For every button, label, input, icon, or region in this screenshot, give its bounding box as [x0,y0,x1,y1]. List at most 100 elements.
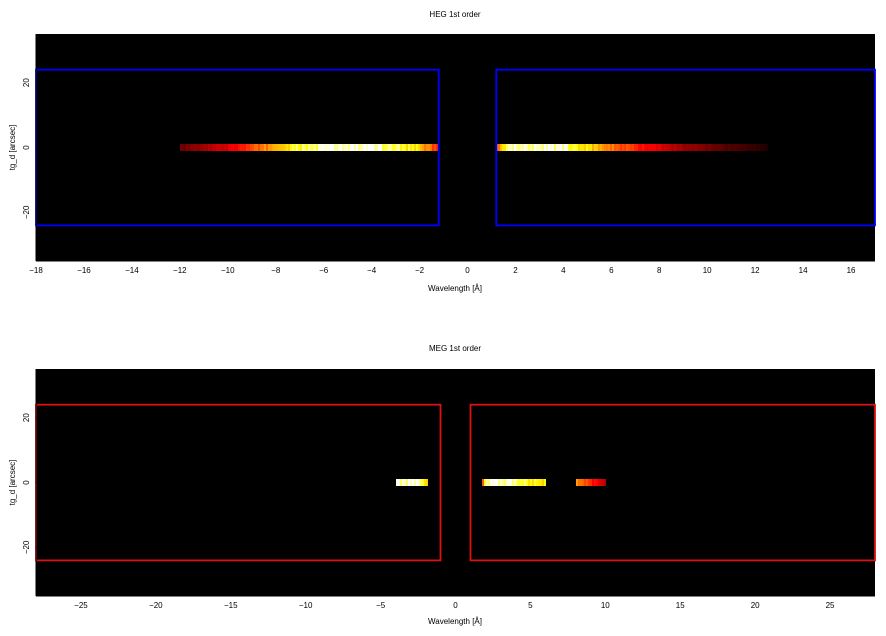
heg-stripe-cell [402,144,404,151]
heg-stripe-cell [260,144,262,151]
heg-stripe-cell [364,144,366,151]
heg-stripe-cell [416,144,418,151]
heg-x-tick-label: 0 [465,266,470,275]
meg-stripe-cell [520,479,522,486]
meg-stripe-cell [426,479,428,486]
heg-stripe-cell [426,144,428,151]
heg-stripe-cell [546,144,548,151]
heg-stripe-cell [610,144,612,151]
heg-stripe-cell [366,144,368,151]
meg-y-tick-label: −20 [22,540,31,554]
meg-stripe-cell [400,479,402,486]
heg-stripe-cell [424,144,426,151]
heg-x-tick-label: 14 [799,266,808,275]
heg-stripe-cell [208,144,210,151]
meg-x-tick-label: 5 [528,601,533,610]
meg-x-tick-label: −10 [299,601,313,610]
heg-stripe-cell [368,144,370,151]
heg-stripe-cell [214,144,216,151]
heg-stripe-cell [670,144,672,151]
meg-panel: MEG 1st order −25 −20 −15 −10 −5 0 5 10 15 20 25 −… [8,344,876,626]
meg-stripe-cell [524,479,526,486]
heg-x-tick-label: −6 [319,266,329,275]
heg-stripe-cell [268,144,270,151]
heg-stripe-cell [748,144,750,151]
meg-stripe-cell [404,479,406,486]
heg-stripe-cell [626,144,628,151]
heg-x-tick-label: −12 [173,266,187,275]
heg-stripe-cell [584,144,586,151]
heg-stripe-cell [334,144,336,151]
heg-stripe-cell [408,144,410,151]
heg-x-tick-label: −14 [125,266,139,275]
heg-stripe-cell [352,144,354,151]
heg-stripe-cell [222,144,224,151]
heg-stripe-cell [342,144,344,151]
heg-stripe-cell [530,144,532,151]
heg-stripe-cell [556,144,558,151]
heg-stripe-cell [232,144,234,151]
heg-stripe-cell [206,144,208,151]
heg-stripe-cell [324,144,326,151]
heg-stripe-cell [692,144,694,151]
meg-stripe-cell [604,479,606,486]
heg-stripe-cell [630,144,632,151]
heg-stripe-cell [290,144,292,151]
heg-stripe-cell [572,144,574,151]
heg-stripe-cell [718,144,720,151]
heg-stripe-cell [680,144,682,151]
meg-stripe-cell [412,479,414,486]
heg-stripe-cell [676,144,678,151]
meg-x-tick-label: −25 [74,601,88,610]
heg-stripe-cell [372,144,374,151]
meg-stripe-cell [518,479,520,486]
heg-stripe-cell [192,144,194,151]
heg-x-axis-label: Wavelength [Å] [428,284,482,293]
meg-stripe-cell [580,479,582,486]
heg-stripe-cell [306,144,308,151]
heg-stripe-cell [252,144,254,151]
heg-stripe-cell [254,144,256,151]
meg-stripe-cell [494,479,496,486]
meg-x-tick-label: 20 [751,601,760,610]
meg-x-ticks: −25 −20 −15 −10 −5 0 5 10 15 20 25 [74,592,835,610]
meg-x-tick-label: −5 [376,601,386,610]
heg-stripe-cell [706,144,708,151]
heg-stripe-cell [498,144,500,151]
heg-y-ticks: −20 0 20 [22,78,40,219]
heg-stripe-cell [288,144,290,151]
meg-stripe-cell [534,479,536,486]
heg-stripe-cell [220,144,222,151]
meg-stripe-cell [396,479,398,486]
heg-stripe-cell [744,144,746,151]
heg-stripe-cell [224,144,226,151]
heg-stripe-cell [650,144,652,151]
heg-stripe-cell [400,144,402,151]
heg-stripe-cell [624,144,626,151]
heg-stripe-cell [404,144,406,151]
meg-stripe-cell [594,479,596,486]
heg-stripe-cell [340,144,342,151]
heg-stripe-cell [242,144,244,151]
heg-stripe-cell [606,144,608,151]
meg-stripe-cell [422,479,424,486]
heg-stripe-cell [296,144,298,151]
heg-stripe-cell [632,144,634,151]
meg-stripe-cell [402,479,404,486]
heg-stripe-cell [204,144,206,151]
heg-stripe-cell [552,144,554,151]
meg-stripe-cell [486,479,488,486]
heg-stripe-cell [350,144,352,151]
meg-stripe-cell [526,479,528,486]
meg-stripe-cell [592,479,594,486]
heg-panel: HEG 1st order −18 −16 −14 −12 −10 −8 −6 −4 −2 0 2 4… [8,10,876,293]
heg-stripe-cell [376,144,378,151]
heg-stripe-cell [506,144,508,151]
heg-stripe-cell [754,144,756,151]
meg-stripe-cell [506,479,508,486]
heg-stripe-cell [766,144,768,151]
heg-stripe-cell [218,144,220,151]
heg-y-tick-label: 0 [22,145,31,150]
heg-stripe-cell [330,144,332,151]
heg-stripe-cell [412,144,414,151]
